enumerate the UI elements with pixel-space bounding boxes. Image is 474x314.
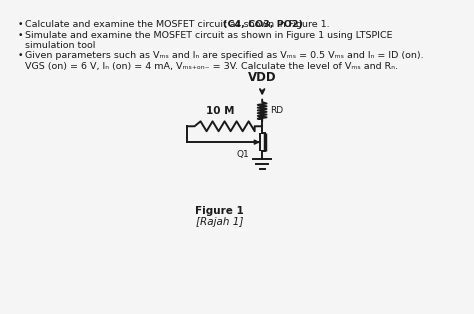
Text: VGS (on) = 6 V, Iₙ (on) = 4 mA, Vₘₛ₊ₒₙ₋ = 3V. Calculate the level of Vₘₛ and Rₙ.: VGS (on) = 6 V, Iₙ (on) = 4 mA, Vₘₛ₊ₒₙ₋ …	[25, 62, 398, 71]
Text: Simulate and examine the MOSFET circuit as shown in Figure 1 using LTSPICE: Simulate and examine the MOSFET circuit …	[25, 31, 393, 40]
Text: [Rajah 1]: [Rajah 1]	[196, 218, 244, 227]
Text: 10 M: 10 M	[206, 106, 235, 116]
Text: Calculate and examine the MOSFET circuit as shown in Figure 1.: Calculate and examine the MOSFET circuit…	[25, 20, 333, 29]
Text: VDD: VDD	[248, 71, 276, 84]
Text: RD: RD	[270, 106, 283, 115]
Text: simulation tool: simulation tool	[25, 41, 96, 50]
Text: •: •	[18, 51, 23, 60]
Text: (C4, CO3, PO2): (C4, CO3, PO2)	[223, 20, 303, 29]
Text: Q1: Q1	[237, 150, 249, 159]
Text: •: •	[18, 20, 23, 29]
Text: Given parameters such as Vₘₛ and Iₙ are specified as Vₘₛ = 0.5 Vₘₛ and Iₙ = ID (: Given parameters such as Vₘₛ and Iₙ are …	[25, 51, 424, 60]
Text: Figure 1: Figure 1	[195, 206, 244, 216]
Text: •: •	[18, 31, 23, 40]
